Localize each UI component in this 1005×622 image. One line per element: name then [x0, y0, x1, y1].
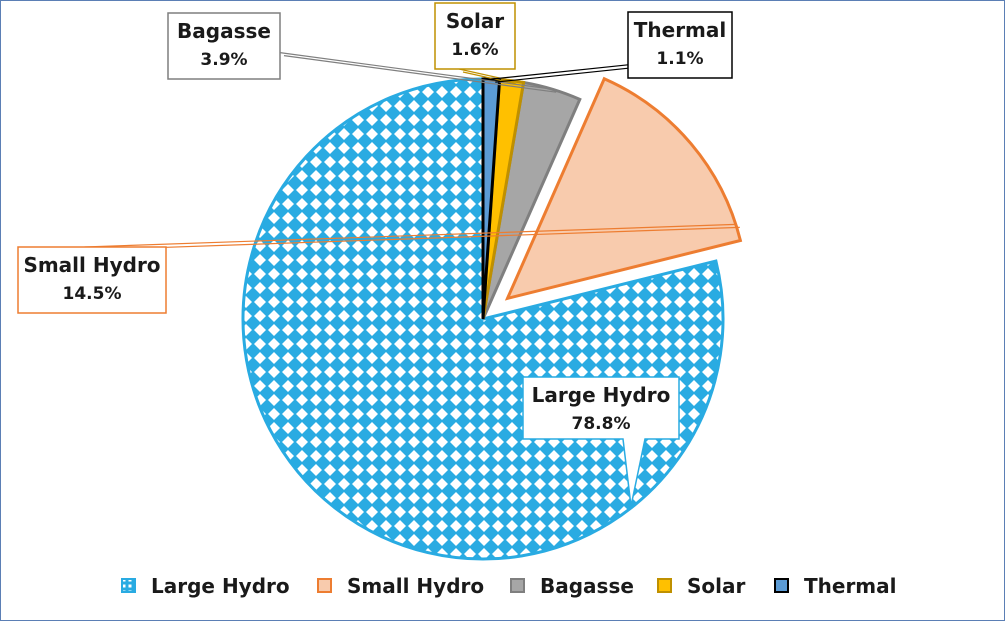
legend-swatch-large-hydro — [121, 578, 136, 593]
callout-box-large-hydro — [522, 376, 680, 507]
leader-line-solar-b — [462, 71, 516, 85]
data-label-value-solar: 1.6% — [451, 40, 498, 60]
leader-line-small-hydro — [84, 223, 736, 248]
leader-line-bagasse — [279, 52, 553, 90]
legend-item-large-hydro: Large Hydro — [121, 574, 290, 598]
legend-label-bagasse: Bagasse — [540, 574, 634, 598]
callout-box-bagasse — [167, 12, 281, 80]
legend-swatch-small-hydro — [317, 578, 332, 593]
legend-item-solar: Solar — [657, 574, 745, 598]
slice-small-hydro — [504, 76, 743, 301]
data-label-value-large-hydro: 78.8% — [572, 414, 631, 434]
data-label-value-thermal: 1.1% — [656, 49, 703, 69]
callout-box-solar — [434, 2, 516, 70]
callout-box-small-hydro — [17, 246, 167, 314]
legend-item-bagasse: Bagasse — [510, 574, 634, 598]
legend-item-small-hydro: Small Hydro — [317, 574, 484, 598]
leader-line-small-hydro-b — [88, 226, 740, 251]
data-label-name-bagasse: Bagasse — [177, 19, 271, 43]
legend-item-thermal: Thermal — [774, 574, 897, 598]
legend-label-large-hydro: Large Hydro — [151, 574, 290, 598]
legend-label-small-hydro: Small Hydro — [347, 574, 484, 598]
data-label-name-thermal: Thermal — [634, 18, 727, 42]
legend-swatch-solar — [657, 578, 672, 593]
data-label-value-bagasse: 3.9% — [200, 50, 247, 70]
data-label-name-solar: Solar — [446, 9, 504, 33]
callout-box-thermal — [627, 11, 733, 79]
data-label-name-large-hydro: Large Hydro — [532, 383, 671, 407]
leader-line-bagasse-b — [283, 55, 557, 93]
leader-line-thermal-b — [495, 67, 633, 83]
legend-label-thermal: Thermal — [804, 574, 897, 598]
data-label-name-small-hydro: Small Hydro — [23, 253, 160, 277]
leader-line-thermal — [491, 64, 629, 80]
legend-swatch-thermal — [774, 578, 789, 593]
legend-label-solar: Solar — [687, 574, 745, 598]
legend-swatch-bagasse — [510, 578, 525, 593]
data-label-value-small-hydro: 14.5% — [63, 284, 122, 304]
leader-line-solar — [458, 68, 512, 82]
